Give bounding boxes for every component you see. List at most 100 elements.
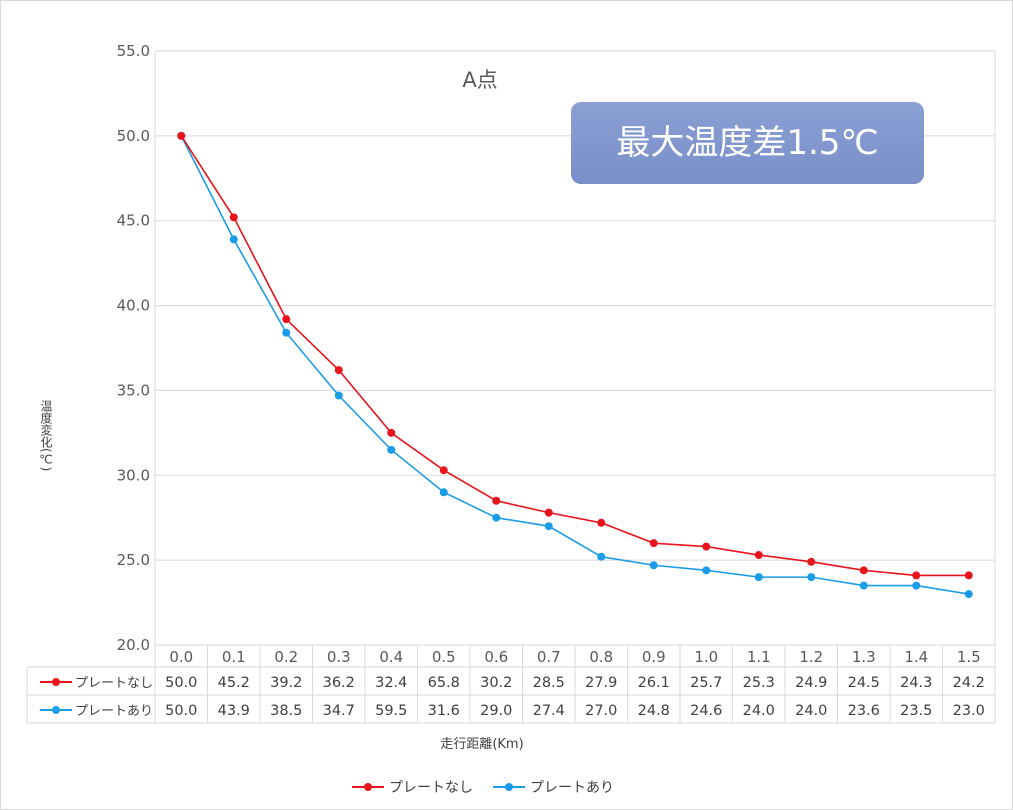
data-point — [544, 522, 553, 531]
table-cell: 34.7 — [323, 703, 355, 719]
table-cell: 24.8 — [638, 703, 670, 719]
table-cell: 24.0 — [795, 703, 827, 719]
data-point — [334, 366, 343, 375]
table-cell: 25.3 — [743, 675, 775, 691]
y-axis-label: 温度変化(℃) — [39, 400, 53, 472]
table-cell: 27.4 — [533, 703, 565, 719]
x-tick-label: 0.7 — [537, 648, 561, 666]
data-point — [807, 557, 816, 566]
table-cell: 65.8 — [428, 675, 460, 691]
table-cell: 24.6 — [690, 703, 722, 719]
data-point — [229, 235, 238, 244]
legend-label: プレートなし — [389, 780, 473, 796]
y-tick-label: 45.0 — [117, 212, 150, 230]
x-tick-label: 0.8 — [589, 648, 613, 666]
table-cell: 26.1 — [638, 675, 670, 691]
y-tick-label: 30.0 — [117, 466, 150, 484]
x-tick-label: 0.1 — [222, 648, 246, 666]
x-tick-label: 0.4 — [379, 648, 403, 666]
data-point — [912, 581, 921, 590]
table-cell: 31.6 — [428, 703, 460, 719]
data-point — [597, 518, 606, 527]
data-point — [439, 488, 448, 497]
chart-title: A点 — [462, 68, 497, 92]
y-tick-label: 25.0 — [117, 551, 150, 569]
legend-marker — [505, 783, 513, 791]
x-axis-label: 走行距離(Km) — [440, 737, 523, 752]
legend-label: プレートあり — [530, 780, 614, 796]
x-tick-label: 0.5 — [432, 648, 456, 666]
x-tick-label: 0.3 — [327, 648, 351, 666]
series-line — [180, 135, 969, 577]
table-cell: 38.5 — [270, 703, 302, 719]
x-tick-label: 1.1 — [747, 648, 771, 666]
series-key-marker — [52, 706, 60, 714]
table-cell: 29.0 — [480, 703, 512, 719]
plot-area — [177, 131, 973, 599]
x-tick-label: 1.2 — [799, 648, 823, 666]
x-tick-label: 1.0 — [694, 648, 718, 666]
table-cell: 24.0 — [743, 703, 775, 719]
data-point — [544, 508, 553, 517]
max-diff-badge: 最大温度差1.5℃ — [571, 102, 924, 184]
table-cell: 28.5 — [533, 675, 565, 691]
table-series-key — [40, 678, 72, 686]
data-point — [387, 445, 396, 454]
data-point — [649, 539, 658, 548]
y-tick-label: 35.0 — [117, 381, 150, 399]
table-cell: 23.6 — [848, 703, 880, 719]
data-point — [177, 131, 186, 140]
series-line — [180, 135, 969, 595]
data-point — [912, 571, 921, 580]
data-point — [649, 561, 658, 570]
data-point — [859, 581, 868, 590]
table-cell: 32.4 — [375, 675, 407, 691]
data-point — [754, 573, 763, 582]
table-series-key — [40, 706, 72, 714]
table-cell: 30.2 — [480, 675, 512, 691]
y-tick-label: 55.0 — [117, 42, 150, 60]
table-cell: 24.2 — [953, 675, 985, 691]
data-point — [964, 571, 973, 580]
data-point — [859, 566, 868, 575]
y-tick-labels: 20.0 25.0 30.0 35.0 40.0 45.0 50.0 55.0 — [117, 42, 150, 654]
data-point — [282, 328, 291, 337]
table-series-name: プレートなし — [75, 676, 153, 691]
data-point — [807, 573, 816, 582]
table-cell: 39.2 — [270, 675, 302, 691]
legend: プレートなし プレートあり — [352, 780, 614, 796]
data-point — [282, 315, 291, 324]
y-tick-label: 40.0 — [117, 297, 150, 315]
x-tick-label: 0.9 — [642, 648, 666, 666]
table-cell: 27.9 — [585, 675, 617, 691]
data-point — [597, 552, 606, 561]
table-cell: 24.5 — [848, 675, 880, 691]
table-cell: 23.5 — [900, 703, 932, 719]
x-tick-label: 0.0 — [169, 648, 193, 666]
data-point — [702, 566, 711, 575]
data-point — [387, 428, 396, 437]
table-cell: 23.0 — [953, 703, 985, 719]
data-point — [492, 496, 501, 505]
table-cell: 59.5 — [375, 703, 407, 719]
table-cell: 45.2 — [218, 675, 250, 691]
data-point — [439, 466, 448, 475]
series-key-marker — [52, 678, 60, 686]
data-point — [702, 542, 711, 551]
data-point — [229, 213, 238, 222]
x-tick-label: 1.4 — [904, 648, 928, 666]
gridlines — [155, 50, 995, 646]
data-point — [334, 391, 343, 400]
x-tick-label: 0.6 — [484, 648, 508, 666]
legend-marker — [364, 783, 372, 791]
table-cell: 36.2 — [323, 675, 355, 691]
data-point — [754, 551, 763, 560]
data-point — [964, 590, 973, 599]
table-cell: 27.0 — [585, 703, 617, 719]
table-series-name: プレートあり — [75, 704, 153, 719]
data-table: 0.0 0.1 0.2 0.3 0.4 0.5 0.6 0.7 0.8 0.9 1.0 1.1 1.2 1… — [26, 51, 996, 724]
table-cell: 50.0 — [165, 703, 197, 719]
table-cell: 25.7 — [690, 675, 722, 691]
y-tick-label: 50.0 — [117, 127, 150, 145]
